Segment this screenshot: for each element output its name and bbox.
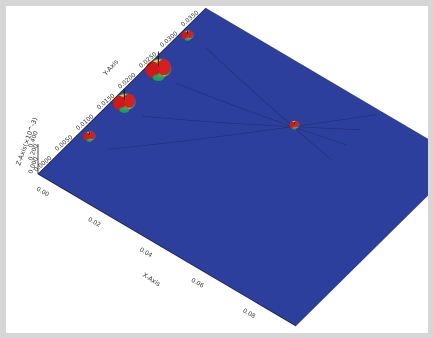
ripple-line [108,114,377,150]
x-tick-label: 0.04 [138,246,153,259]
x-tick-label: 0.08 [241,307,256,320]
peak-rim [86,138,93,143]
peak-lobe [113,95,126,110]
y-axis-line [37,7,207,175]
peak-lobe [88,131,96,140]
peak-2 [113,88,137,113]
x-tick-label: 0.00 [35,186,50,199]
x-tick-label: 0.02 [87,216,102,229]
peak-lobe [181,31,189,40]
x-tick-label: 0.06 [190,277,205,290]
peak-rim [184,37,191,41]
peak-rim [119,106,130,113]
peak-lobe [187,30,194,39]
peak-4 [181,29,195,41]
peak-lobe [123,93,136,108]
x-axis-line [37,173,297,327]
peak-lobe [293,121,300,128]
peak-rim [152,74,165,82]
peak-lobe [289,121,295,129]
peak-lobe [83,132,90,141]
y-tick-label: 0.0400 [201,6,222,8]
ripple-line [206,47,333,161]
peak-3 [145,51,173,82]
peak-5 [289,120,300,130]
peak-lobe [145,61,160,78]
surface-plot: 0.000.020.040.060.080.100.00000.00500.01… [14,6,428,327]
y-axis-title: Y-Axis [101,57,121,78]
ripple-line [175,82,346,145]
plot-canvas: 0.000.020.040.060.080.100.00000.00500.01… [6,6,428,333]
peak-rim [292,126,297,130]
x-axis-title: X-Axis [141,271,163,289]
peak-lobe [157,59,172,76]
peak-1 [83,131,96,143]
ripple-line [141,115,361,131]
surface-plane [38,8,428,326]
